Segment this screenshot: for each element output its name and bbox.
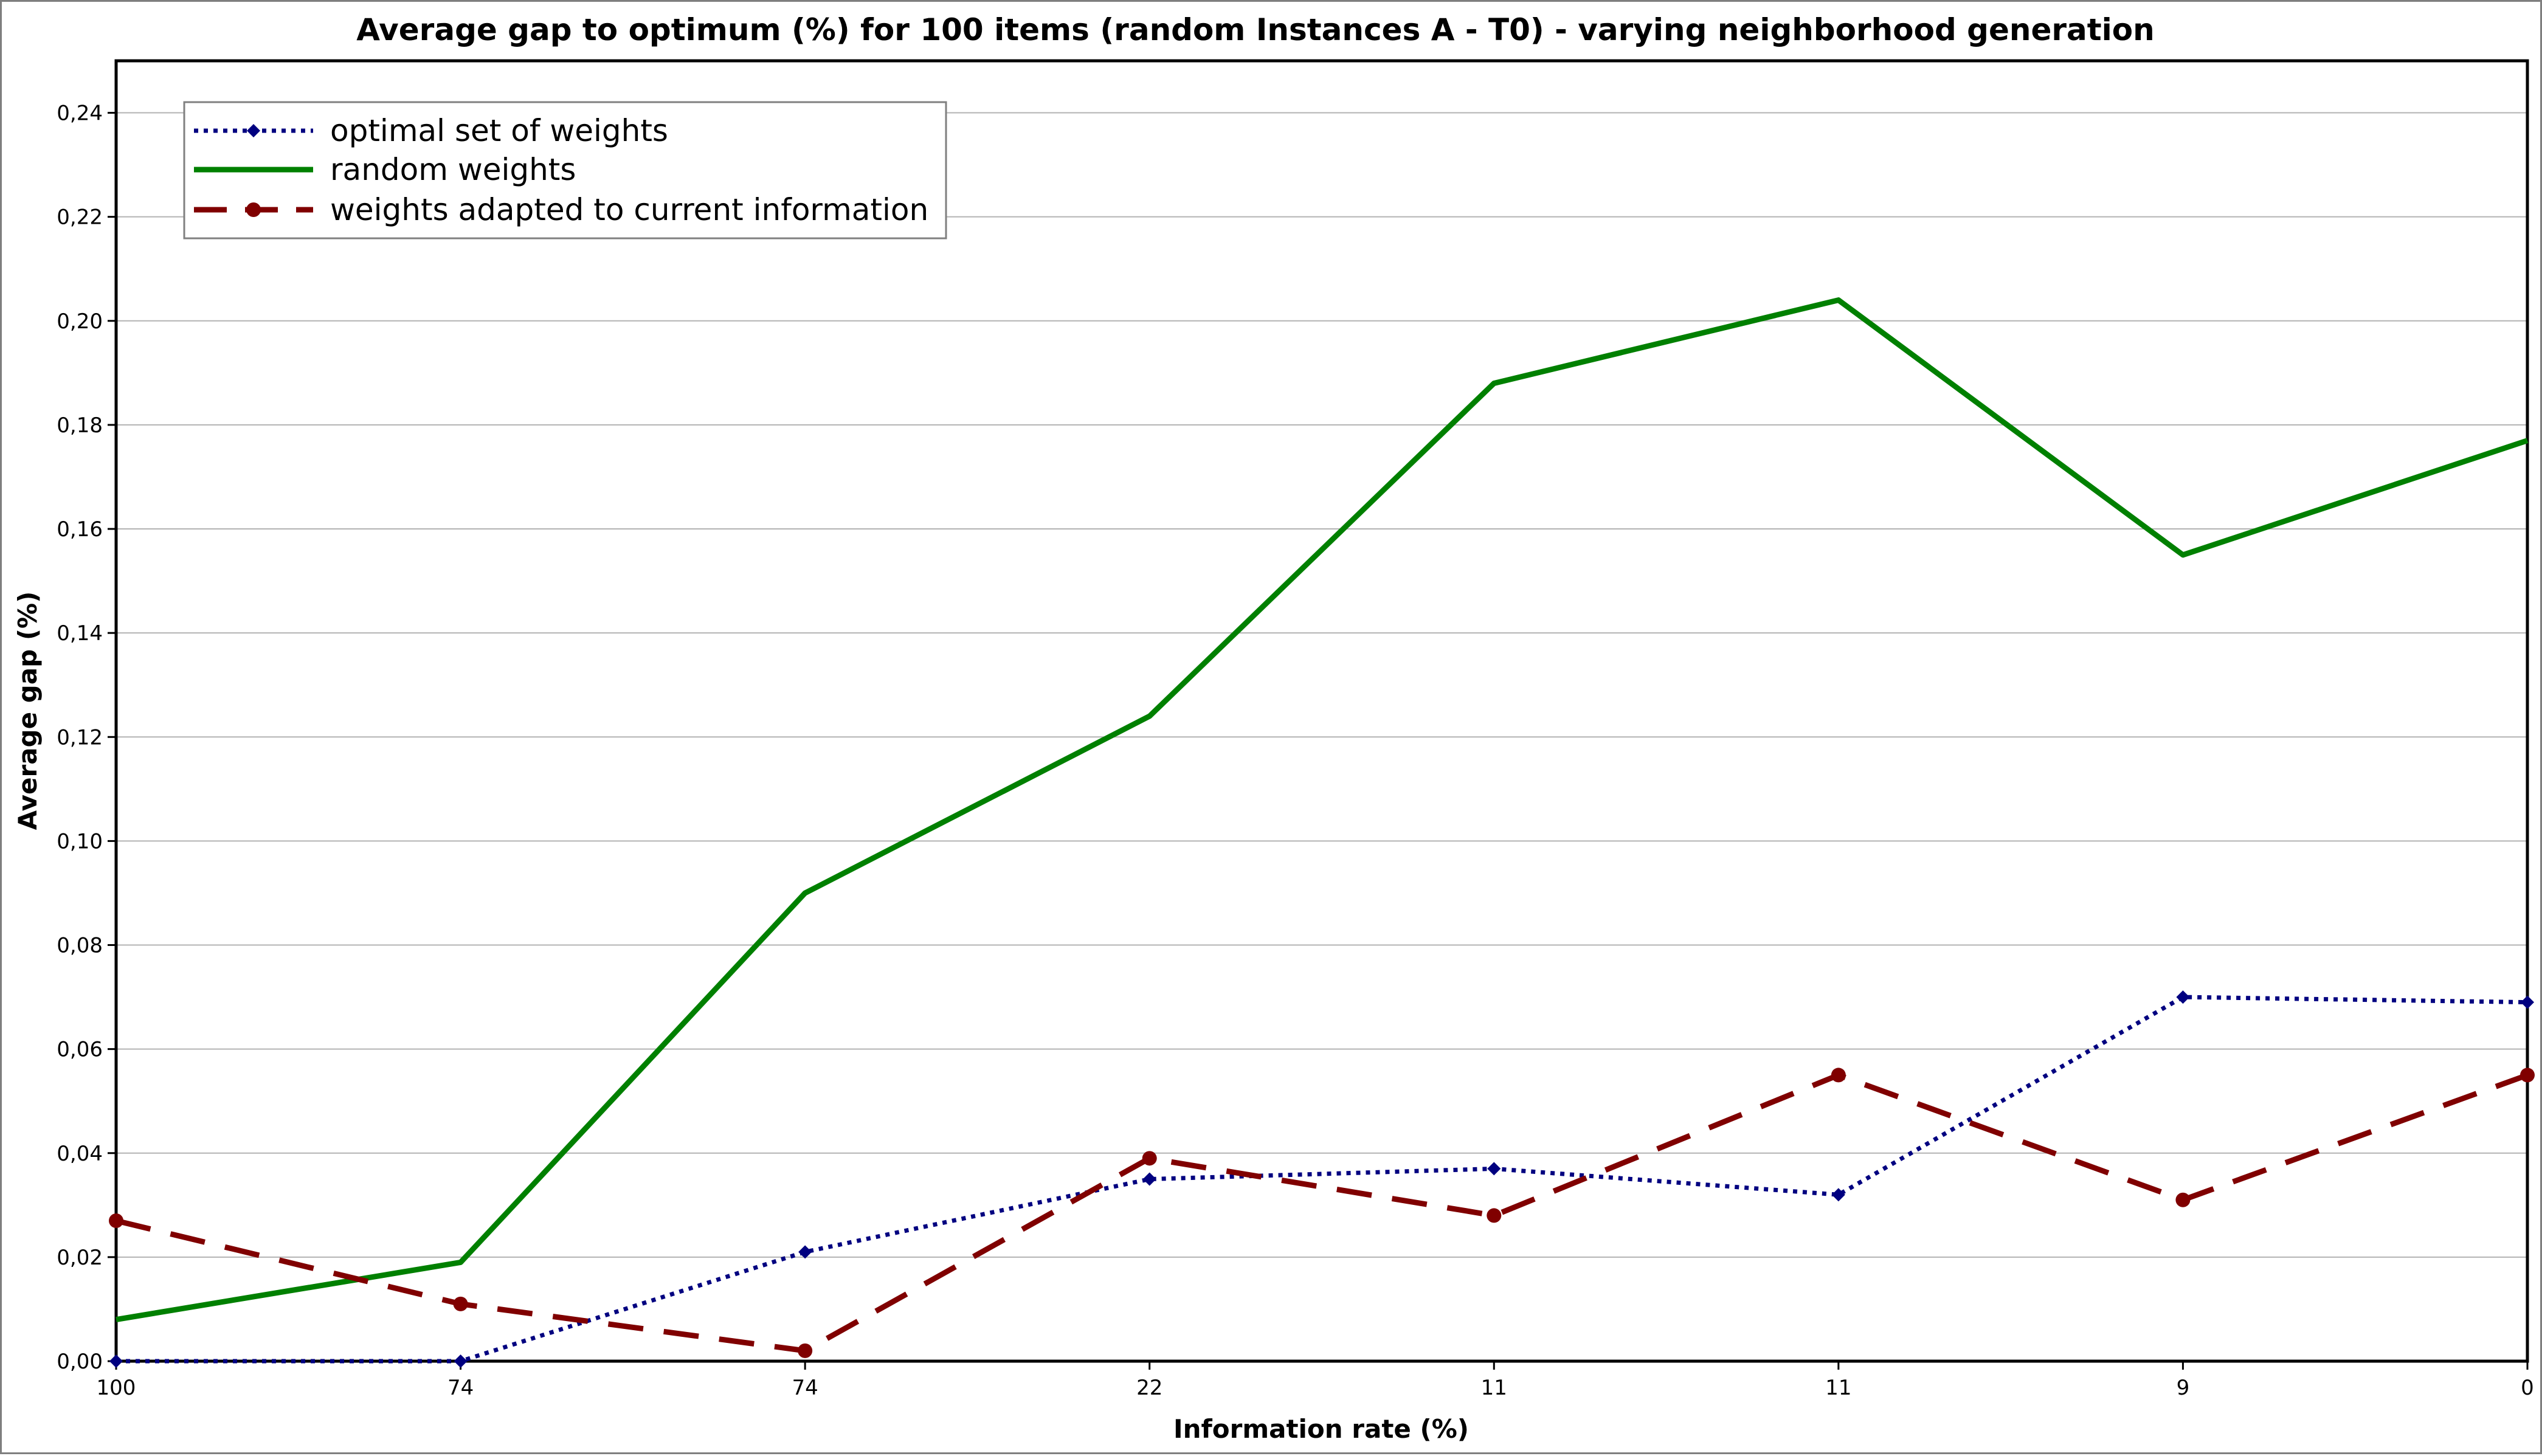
y-axis-ticks: 0,00 0,02 0,04 0,06 0,08 0,10 0,12 0,14 0,16 0,18…: [57, 102, 116, 1374]
series-1: [116, 297, 2529, 1322]
y-tick-label: 0,18: [57, 413, 103, 438]
y-tick-label: 0,04: [57, 1142, 103, 1166]
x-tick-label: 74: [792, 1376, 818, 1400]
x-tick-label: 0: [2521, 1376, 2534, 1400]
y-tick-label: 0,16: [57, 517, 103, 542]
series-2: [109, 1068, 2535, 1358]
chart-title: Average gap to optimum (%) for 100 items…: [356, 12, 2155, 47]
legend-label: random weights: [330, 152, 576, 187]
x-tick-label: 9: [2177, 1376, 2190, 1400]
chart-legend: optimal set of weights random weights weig…: [183, 101, 947, 240]
y-tick-label: 0,10: [57, 829, 103, 854]
data-point: [2520, 1068, 2535, 1083]
y-tick-label: 0,20: [57, 309, 103, 334]
data-point: [1831, 1068, 1846, 1083]
legend-item: weights adapted to current information: [194, 192, 928, 227]
gridlines: [116, 112, 2527, 1258]
legend-marker: [247, 124, 260, 137]
series-lines: [109, 297, 2535, 1368]
x-axis-ticks: 100 74 74 22 11 11 9 0: [97, 1361, 2534, 1400]
y-tick-label: 0,02: [57, 1246, 103, 1270]
data-point: [109, 1354, 123, 1368]
x-tick-label: 22: [1136, 1376, 1162, 1400]
x-tick-label: 11: [1825, 1376, 1851, 1400]
legend-label: optimal set of weights: [330, 113, 668, 148]
data-point: [2175, 1192, 2191, 1207]
series-line: [116, 297, 2529, 1322]
data-point: [1142, 1151, 1157, 1166]
x-tick-label: 100: [97, 1376, 136, 1400]
data-point: [1142, 1172, 1156, 1186]
data-point: [454, 1354, 468, 1368]
data-point: [1487, 1208, 1502, 1223]
legend-item: optimal set of weights: [194, 113, 668, 148]
y-tick-label: 0,06: [57, 1038, 103, 1062]
data-point: [1487, 1162, 1501, 1176]
x-tick-label: 11: [1481, 1376, 1507, 1400]
y-tick-label: 0,08: [57, 934, 103, 958]
y-tick-label: 0,24: [57, 102, 103, 126]
y-tick-label: 0,14: [57, 621, 103, 646]
legend-marker: [246, 202, 261, 217]
y-tick-label: 0,12: [57, 725, 103, 750]
data-point: [1831, 1188, 1845, 1202]
series-line: [115, 1072, 2529, 1354]
data-point: [798, 1343, 813, 1358]
data-point: [453, 1296, 468, 1311]
series-line: [116, 995, 2528, 1364]
y-tick-label: 0,22: [57, 205, 103, 230]
x-tick-label: 74: [447, 1376, 474, 1400]
data-point: [109, 1213, 123, 1228]
y-axis-title: Average gap (%): [13, 592, 43, 830]
data-point: [2521, 995, 2534, 1009]
data-point: [798, 1245, 812, 1259]
series-0: [109, 990, 2534, 1368]
plot-area: [114, 59, 2529, 1363]
y-tick-label: 0,00: [57, 1350, 103, 1374]
x-axis-title: Information rate (%): [1173, 1414, 1469, 1444]
legend-item: random weights: [194, 152, 576, 187]
legend-label: weights adapted to current information: [330, 192, 928, 227]
data-point: [2176, 990, 2190, 1004]
